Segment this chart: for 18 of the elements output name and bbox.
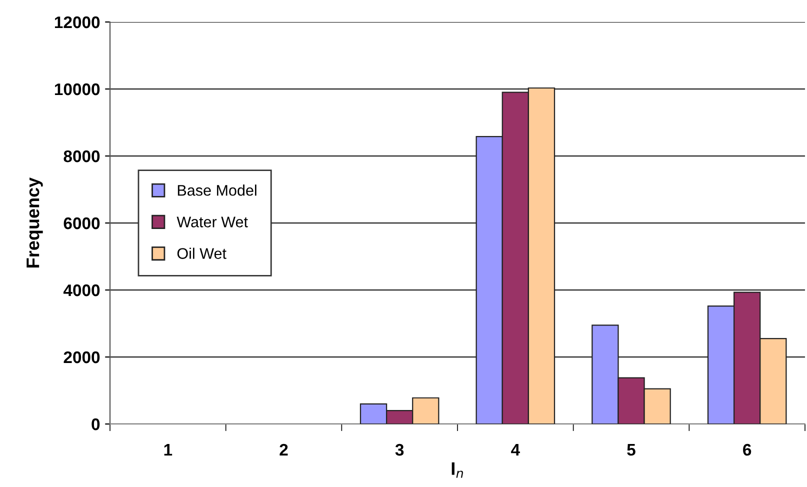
x-tick-label: 2 bbox=[280, 444, 288, 456]
y-tick-label: 4000 bbox=[63, 284, 100, 296]
y-tick-label: 6000 bbox=[64, 217, 100, 230]
y-tick-label: 2000 bbox=[64, 351, 100, 364]
y-axis-title: Frequency bbox=[26, 177, 43, 268]
legend-label: Water Wet bbox=[176, 216, 248, 228]
y-tick-label: 0 bbox=[92, 418, 100, 430]
legend-label: Oil Wet bbox=[177, 248, 226, 259]
x-tick-label: 5 bbox=[627, 444, 636, 456]
legend-label: Base Model bbox=[178, 184, 256, 196]
x-tick-label: 4 bbox=[511, 444, 520, 456]
y-tick-label: 12000 bbox=[54, 16, 100, 28]
y-tick-label: 8000 bbox=[64, 150, 100, 162]
x-tick-label: 3 bbox=[395, 444, 404, 456]
x-axis-title: I$_{n}$ bbox=[452, 462, 463, 478]
x-tick-label: 1 bbox=[164, 444, 172, 456]
x-tick-label: 6 bbox=[743, 444, 752, 456]
y-tick-label: 10000 bbox=[54, 83, 100, 96]
